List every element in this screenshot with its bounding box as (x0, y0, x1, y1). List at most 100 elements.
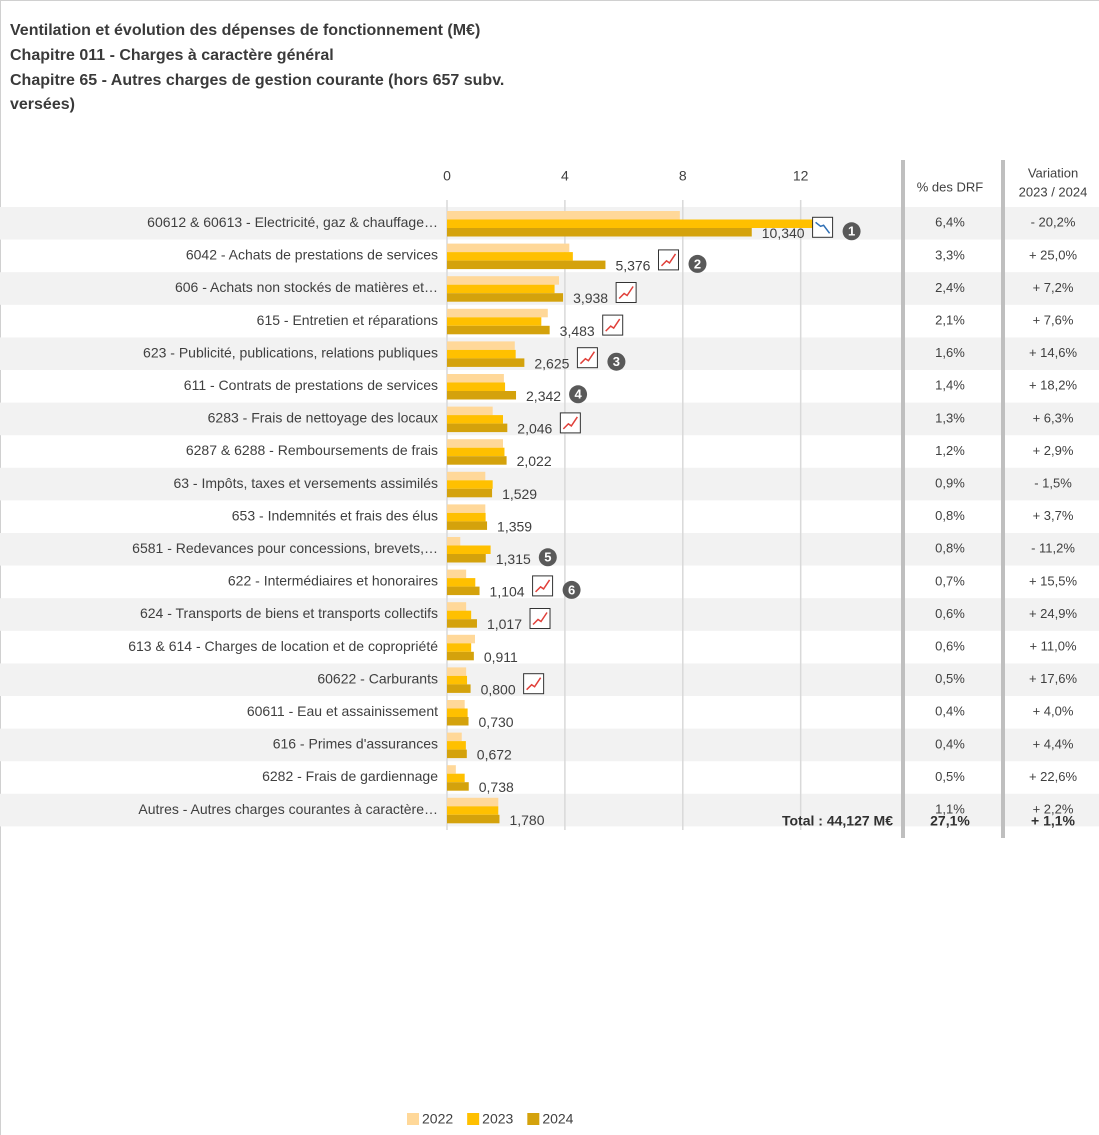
bar (447, 634, 475, 644)
bar (447, 228, 752, 237)
category-label: 60612 & 60613 - Electricité, gaz & chauf… (147, 214, 438, 230)
bar (447, 317, 542, 326)
column-header: 2023 / 2024 (1019, 184, 1088, 199)
badge-number: 4 (574, 387, 582, 402)
bar (447, 782, 469, 791)
badge (607, 352, 626, 371)
badge-number: 5 (544, 550, 551, 565)
legend-label: 2024 (542, 1111, 573, 1127)
variation: - 20,2% (1031, 215, 1076, 230)
row-background (0, 402, 1099, 436)
badge (538, 548, 557, 567)
category-label: 63 - Impôts, taxes et versements assimil… (173, 475, 438, 491)
icon-line (815, 221, 831, 234)
chart-title: Ventilation et évolution des dépenses de… (10, 22, 480, 39)
bar (447, 765, 456, 774)
bar (447, 447, 505, 457)
bar (447, 667, 467, 676)
category-label: 616 - Primes d'assurances (273, 736, 438, 752)
bar (447, 284, 555, 294)
icon-line (618, 286, 634, 300)
trend-icon (559, 412, 581, 434)
category-label: 622 - Intermédiaires et honoraires (228, 573, 438, 589)
value-label: 2,022 (517, 453, 552, 469)
variation: + 22,6% (1029, 769, 1078, 784)
icon-frame (576, 347, 598, 369)
bar (447, 700, 465, 709)
chart-subtitle: Chapitre 65 - Autres charges de gestion … (10, 72, 504, 89)
variation: + 2,9% (1033, 443, 1074, 458)
variation: + 4,4% (1033, 736, 1074, 751)
variation: + 15,5% (1029, 573, 1078, 588)
value-label: 1,529 (502, 486, 537, 502)
bar (447, 569, 467, 579)
value-label: 3,938 (573, 290, 608, 306)
bar (447, 512, 486, 522)
badge (562, 580, 581, 599)
bar (447, 586, 480, 596)
icon-line (535, 579, 551, 593)
category-label: 60611 - Eau et assainissement (247, 703, 438, 719)
column-header: Variation (1028, 165, 1078, 180)
icon-frame (602, 314, 624, 336)
bar (447, 382, 506, 391)
pct-drf: 0,4% (935, 704, 965, 719)
category-label: 6283 - Frais de nettoyage des locaux (208, 410, 438, 426)
bar (447, 814, 500, 824)
bar (447, 219, 831, 228)
bar (447, 741, 466, 750)
variation: + 4,0% (1033, 704, 1074, 719)
row-background (0, 793, 1099, 827)
value-label: 0,738 (479, 779, 514, 795)
value-label: 1,017 (487, 616, 522, 632)
bar (447, 308, 548, 318)
value-label: 2,625 (534, 355, 569, 371)
value-label: 0,911 (484, 649, 518, 665)
category-label: 60622 - Carburants (317, 670, 438, 686)
pct-drf: 1,1% (935, 802, 965, 817)
category-label: Autres - Autres charges courantes à cara… (138, 801, 438, 817)
row-background (0, 467, 1099, 501)
variation: + 17,6% (1029, 671, 1078, 686)
bar (447, 651, 474, 661)
value-label: 2,342 (526, 388, 561, 404)
trend-icon (657, 249, 679, 271)
variation: + 2,2% (1033, 802, 1074, 817)
x-tick-label: 0 (443, 168, 451, 184)
bar (447, 391, 517, 400)
trend-icon (523, 673, 545, 695)
total-label: Total : 44,127 M€ (782, 813, 893, 829)
pct-drf: 0,5% (935, 769, 965, 784)
trend-icon (602, 314, 624, 336)
bar (447, 749, 467, 759)
variation: + 7,6% (1033, 313, 1074, 328)
pct-drf: 2,1% (935, 313, 965, 328)
value-label: 3,483 (560, 323, 595, 339)
category-label: 6581 - Redevances pour concessions, brev… (132, 540, 438, 556)
category-label: 6282 - Frais de gardiennage (262, 768, 438, 784)
trend-icon (812, 216, 834, 238)
pct-drf: 1,6% (935, 345, 965, 360)
bar (447, 578, 476, 587)
icon-frame (615, 282, 637, 303)
legend-swatch (407, 1113, 419, 1125)
icon-frame (812, 216, 834, 238)
bar (447, 619, 477, 628)
icon-frame (559, 412, 581, 434)
variation: + 24,9% (1029, 606, 1078, 621)
pct-drf: 0,6% (935, 639, 965, 654)
row-background (0, 728, 1099, 762)
bar (447, 243, 570, 253)
bar (447, 276, 559, 285)
value-label: 1,359 (497, 518, 532, 534)
bar (447, 349, 516, 359)
bar (447, 610, 472, 620)
bar (447, 252, 573, 261)
badge (688, 254, 707, 273)
value-label: 5,376 (615, 258, 650, 274)
column-header: % des DRF (917, 179, 984, 194)
bar (447, 602, 467, 611)
pct-drf: 0,4% (935, 736, 965, 751)
category-label: 653 - Indemnités et frais des élus (232, 507, 438, 523)
